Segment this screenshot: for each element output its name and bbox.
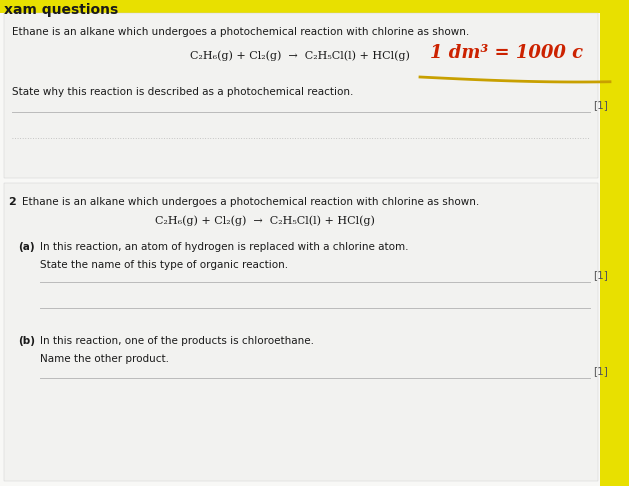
Bar <box>600 12 629 486</box>
Text: C₂H₆(g) + Cl₂(g)  →  C₂H₅Cl(l) + HCl(g): C₂H₆(g) + Cl₂(g) → C₂H₅Cl(l) + HCl(g) <box>155 215 375 226</box>
Text: In this reaction, one of the products is chloroethane.: In this reaction, one of the products is… <box>40 336 314 346</box>
Bar <box>4 183 598 481</box>
Text: In this reaction, an atom of hydrogen is replaced with a chlorine atom.: In this reaction, an atom of hydrogen is… <box>40 242 408 252</box>
Text: State the name of this type of organic reaction.: State the name of this type of organic r… <box>40 260 288 270</box>
Text: 1 dm³ = 1000 c: 1 dm³ = 1000 c <box>430 44 583 62</box>
Text: [1]: [1] <box>593 100 608 110</box>
Bar <box>4 13 598 178</box>
Text: Ethane is an alkane which undergoes a photochemical reaction with chlorine as sh: Ethane is an alkane which undergoes a ph… <box>12 27 469 37</box>
Text: (a): (a) <box>18 242 35 252</box>
Text: C₂H₆(g) + Cl₂(g)  →  C₂H₅Cl(l) + HCl(g): C₂H₆(g) + Cl₂(g) → C₂H₅Cl(l) + HCl(g) <box>190 50 410 61</box>
Text: 2: 2 <box>8 197 16 207</box>
Text: [1]: [1] <box>593 270 608 280</box>
Text: [1]: [1] <box>593 366 608 376</box>
Text: Ethane is an alkane which undergoes a photochemical reaction with chlorine as sh: Ethane is an alkane which undergoes a ph… <box>22 197 479 207</box>
Text: Name the other product.: Name the other product. <box>40 354 169 364</box>
Text: (b): (b) <box>18 336 35 346</box>
Text: xam questions: xam questions <box>4 3 118 17</box>
Text: State why this reaction is described as a photochemical reaction.: State why this reaction is described as … <box>12 87 353 97</box>
Bar <box>0 0 629 13</box>
